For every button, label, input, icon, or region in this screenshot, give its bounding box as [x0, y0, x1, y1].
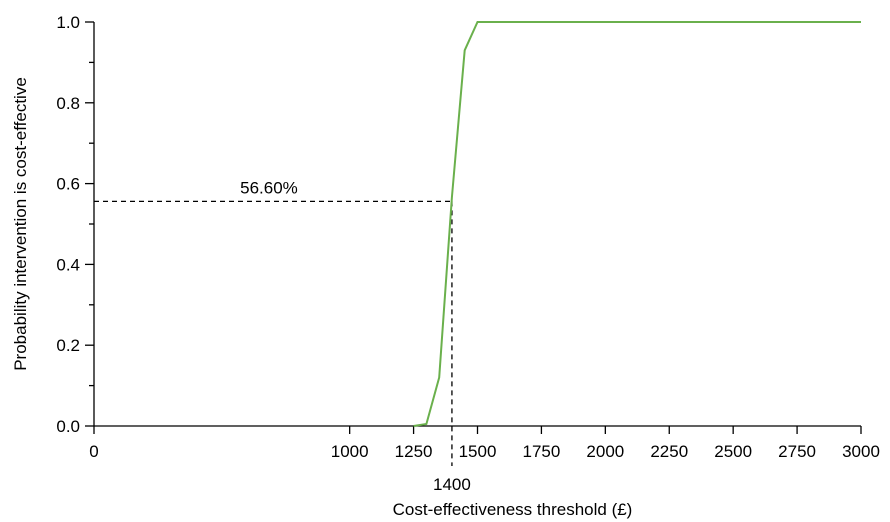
- x-axis-title: Cost-effectiveness threshold (£): [393, 500, 633, 519]
- series-group: [413, 21, 861, 427]
- x-tick-label: 1000: [331, 442, 369, 461]
- y-axis-title: Probability intervention is cost-effecti…: [11, 77, 30, 371]
- x-tick-label: 1750: [523, 442, 561, 461]
- x-tick-label: 2250: [650, 442, 688, 461]
- axes: [93, 22, 861, 427]
- x-tick-label: 2500: [714, 442, 752, 461]
- reference-x-label: 1400: [433, 475, 471, 494]
- axis-ticks: 0.0 0.2 0.4 0.6 0.8 1.0 0 1000 1250 1500 1750 2000 2…: [56, 13, 880, 461]
- ceac-line: [413, 21, 861, 427]
- y-tick-label: 0.8: [56, 94, 80, 113]
- x-tick-label: 1250: [395, 442, 433, 461]
- labels: Cost-effectiveness threshold (£) Probabi…: [11, 77, 632, 519]
- reference-lines: [94, 200, 453, 466]
- x-tick-label: 3000: [842, 442, 880, 461]
- x-tick-label: 0: [89, 442, 98, 461]
- y-tick-label: 1.0: [56, 13, 80, 32]
- y-tick-label: 0.6: [56, 175, 80, 194]
- x-tick-label: 2000: [586, 442, 624, 461]
- y-tick-label: 0.4: [56, 255, 80, 274]
- y-tick-label: 0.0: [56, 417, 80, 436]
- x-tick-label: 2750: [778, 442, 816, 461]
- x-tick-label: 1500: [459, 442, 497, 461]
- y-tick-label: 0.2: [56, 336, 80, 355]
- reference-y-label: 56.60%: [240, 178, 298, 197]
